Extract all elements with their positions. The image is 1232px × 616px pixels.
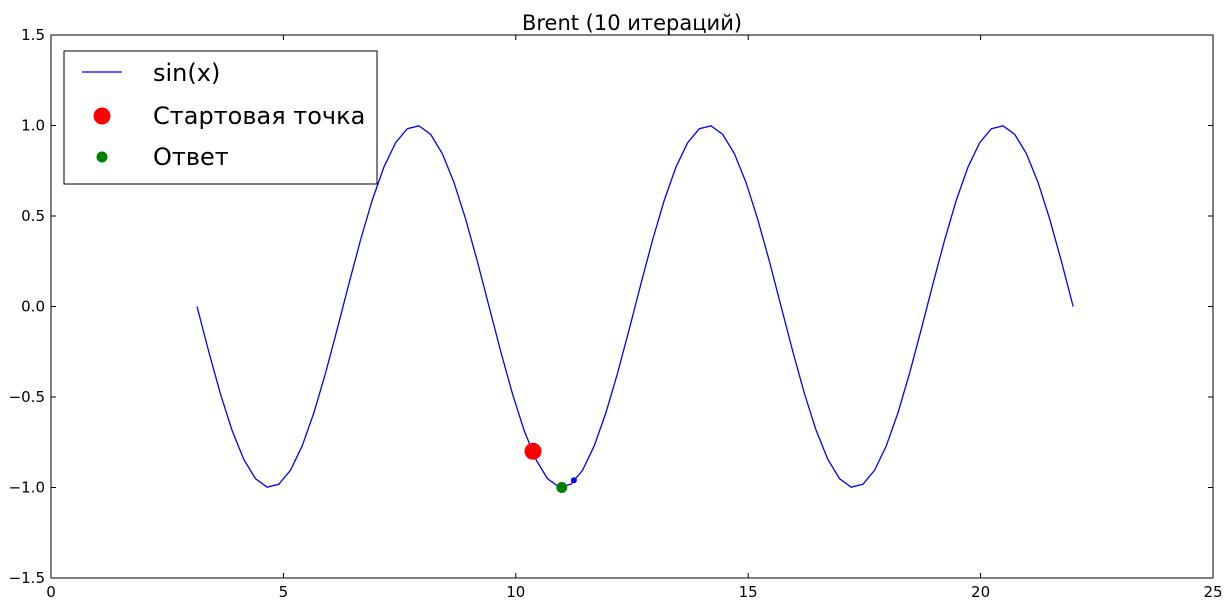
- y-tick-label: −1.0: [9, 479, 45, 497]
- legend-label-sin: sin(x): [153, 59, 220, 87]
- x-tick-label: 5: [279, 583, 289, 601]
- y-tick-label: −0.5: [9, 388, 45, 406]
- legend-label-start: Стартовая точка: [153, 102, 365, 130]
- x-tick-label: 20: [971, 583, 990, 601]
- legend-marker-answer: [96, 151, 108, 163]
- x-tick-label: 15: [739, 583, 758, 601]
- y-tick-label: −1.5: [9, 569, 45, 587]
- x-tick-label: 0: [46, 583, 56, 601]
- y-tick-label: 0.5: [21, 207, 45, 225]
- y-tick-label: 1.5: [21, 26, 45, 44]
- series-point-3: [570, 477, 577, 484]
- x-tick-label: 10: [506, 583, 525, 601]
- series-point-2: [556, 482, 568, 493]
- series-layer: [196, 125, 1074, 493]
- legend-label-answer: Ответ: [153, 143, 229, 171]
- series-line-sin: [196, 125, 1074, 488]
- legend: sin(x) Стартовая точка Ответ: [63, 50, 378, 185]
- plot-frame: [50, 34, 1214, 579]
- chart-title: Brent (10 итераций): [522, 11, 742, 35]
- x-tick-label: 25: [1203, 583, 1222, 601]
- legend-box: [63, 50, 378, 185]
- y-tick-label: 0.0: [21, 298, 45, 316]
- series-point-1: [524, 442, 542, 460]
- legend-marker-start: [93, 107, 111, 125]
- y-tick-label: 1.0: [21, 117, 45, 135]
